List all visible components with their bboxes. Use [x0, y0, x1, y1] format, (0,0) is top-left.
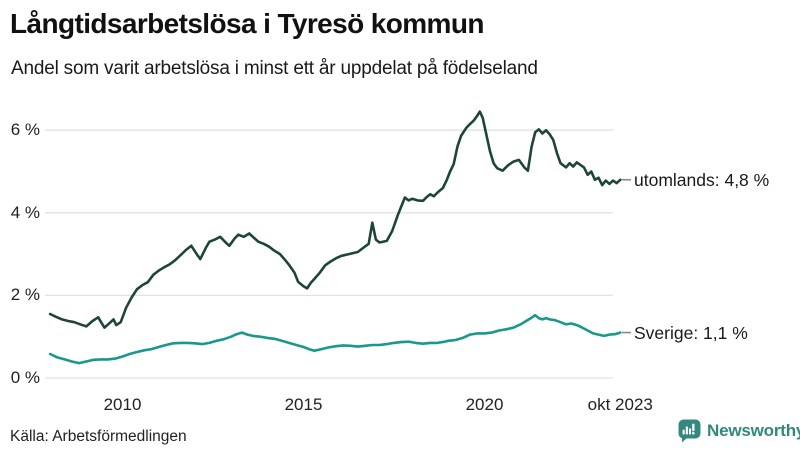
series-line-sverige: [48, 313, 622, 365]
newsworthy-icon: [678, 419, 701, 443]
y-axis-tick-label-4: 4 %: [10, 202, 40, 222]
series-line-utomlands: [48, 110, 622, 329]
chart-subtitle: Andel som varit arbetslösa i minst ett å…: [11, 58, 538, 79]
y-axis-tick-label-0: 0 %: [10, 368, 40, 387]
source-note: Källa: Arbetsförmedlingen: [10, 428, 187, 445]
chart-title: Långtidsarbetslösa i Tyresö kommun: [10, 8, 484, 39]
series-end-label-sverige: Sverige: 1,1 %: [634, 322, 748, 343]
newsworthy-logo: Newsworthy: [678, 419, 800, 443]
x-axis-tick-label-okt-2023: okt 2023: [587, 395, 653, 414]
x-axis-tick-label-2020: 2020: [465, 395, 504, 414]
y-axis-tick-label-6: 6 %: [10, 120, 40, 140]
x-axis-tick-label-2010: 2010: [103, 395, 142, 414]
y-axis-tick-label-2: 2 %: [10, 285, 40, 305]
newsworthy-wordmark: Newsworthy: [707, 421, 800, 440]
series-end-label-utomlands: utomlands: 4,8 %: [634, 169, 770, 190]
x-axis-tick-label-2015: 2015: [284, 395, 323, 414]
